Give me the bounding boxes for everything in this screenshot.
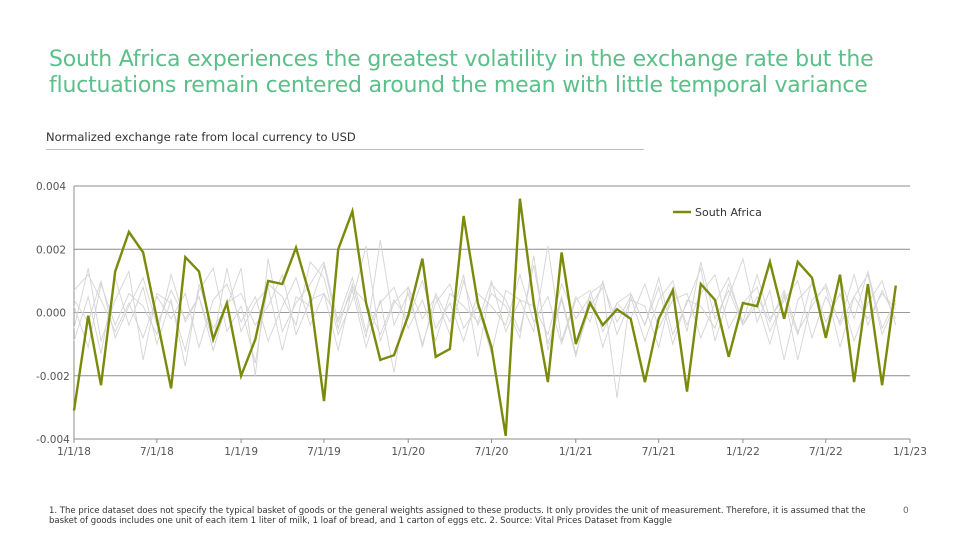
y-tick-label: 0.004 [36,181,66,193]
subtitle-divider [46,149,644,150]
y-axis-tick-labels: 0.004 0.002 0.000 -0.002 -0.004 [36,181,70,446]
x-tick-label: 1/1/22 [726,446,760,458]
footnote: 1. The price dataset does not specify th… [49,506,866,526]
background-series-group [73,239,897,398]
page-headline: South Africa experiences the greatest vo… [49,47,874,98]
x-tick-label: 7/1/18 [140,446,174,458]
background-series-line [73,273,897,353]
background-series-line [73,245,897,398]
x-tick-label: 7/1/19 [307,446,341,458]
x-tick-label: 7/1/22 [809,446,843,458]
x-axis-tick-labels: 1/1/18 7/1/18 1/1/19 7/1/19 1/1/20 7/1/20 1/1/… [57,439,927,458]
y-tick-label: 0.000 [36,308,66,320]
background-series-line [73,255,897,376]
south-africa-series-line [72,198,897,436]
x-tick-label: 1/1/21 [559,446,593,458]
x-tick-label: 1/1/19 [224,446,258,458]
y-tick-label: 0.002 [36,244,66,256]
x-tick-label: 7/1/21 [642,446,676,458]
x-tick-label: 7/1/20 [475,446,509,458]
y-tick-label: -0.004 [36,434,70,446]
x-tick-label: 1/1/20 [391,446,425,458]
y-tick-label: -0.002 [36,371,70,383]
x-tick-label: 1/1/18 [57,446,91,458]
highlight-series-group [72,198,897,436]
page-number: 0 [903,506,909,516]
chart-subtitle: Normalized exchange rate from local curr… [46,130,356,144]
legend-label-south-africa: South Africa [695,206,762,219]
chart-legend: South Africa [673,206,762,219]
x-tick-label: 1/1/23 [893,446,927,458]
